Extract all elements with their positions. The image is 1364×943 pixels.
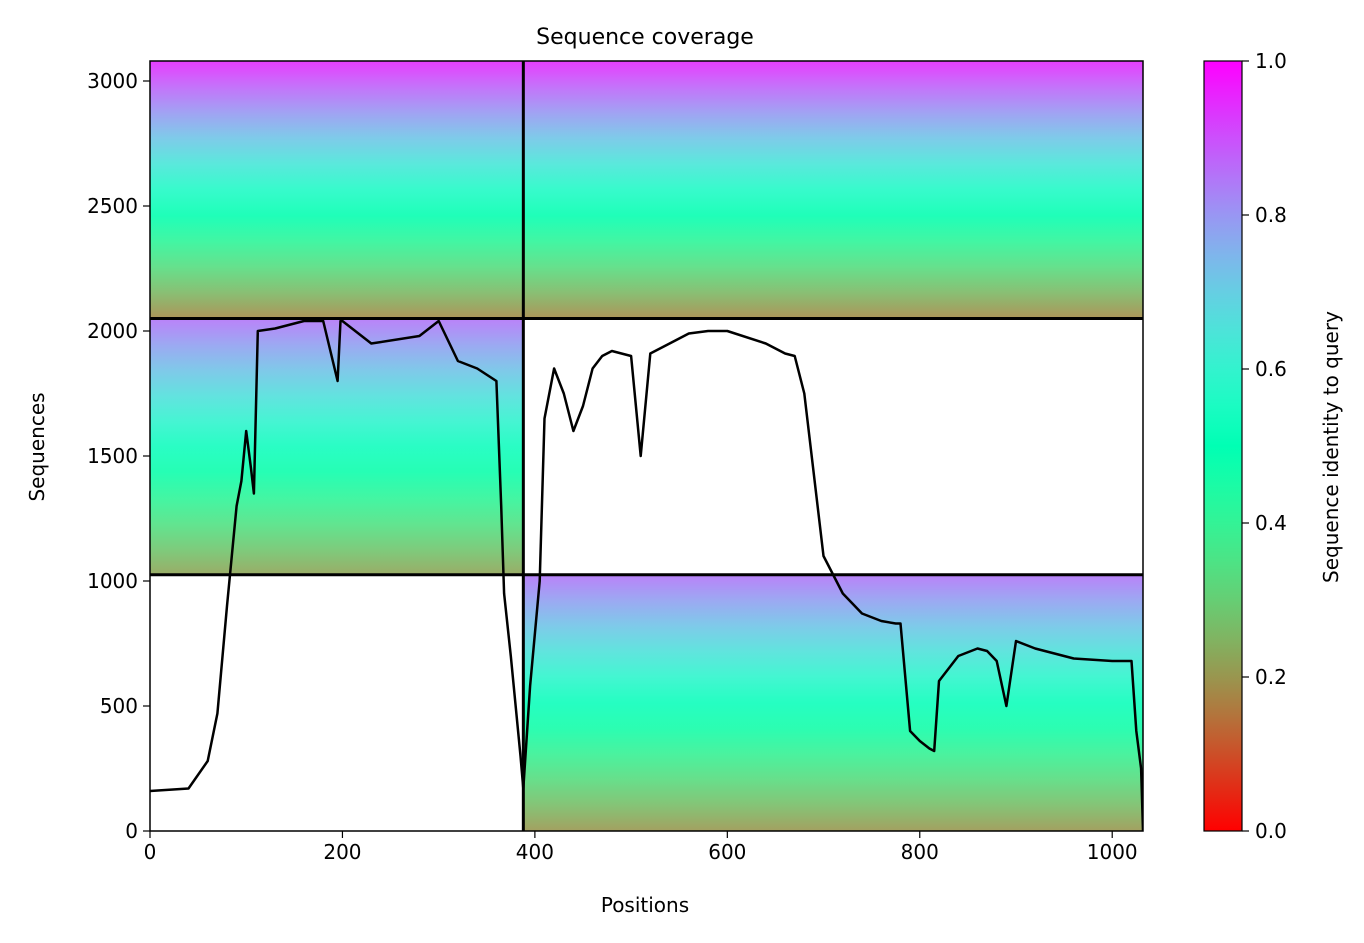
coverage-block	[523, 61, 1143, 319]
axes: 0 200 400 600 800 1000 0 500 1000 1500 2000 2500 300…	[87, 60, 1144, 864]
y-tick-label: 1000	[87, 569, 138, 593]
y-tick-label: 1500	[87, 444, 138, 468]
colorbar-tick-label: 0.8	[1255, 203, 1287, 227]
x-tick-label: 600	[708, 840, 746, 864]
colorbar-tick-label: 0.0	[1255, 819, 1287, 843]
chart-title: Sequence coverage	[536, 25, 754, 50]
x-tick-label: 200	[323, 840, 361, 864]
x-axis-label: Positions	[601, 893, 689, 917]
coverage-block	[150, 61, 524, 319]
x-tick-label: 800	[901, 840, 939, 864]
colorbar-gradient	[1203, 60, 1243, 832]
colorbar: 0.0 0.2 0.4 0.6 0.8 1.0	[1203, 49, 1287, 843]
plot-area	[150, 61, 1143, 831]
axes-frame	[149, 60, 1144, 832]
colorbar-tick-label: 0.2	[1255, 665, 1287, 689]
x-tick-label: 0	[144, 840, 157, 864]
colorbar-tick-label: 1.0	[1255, 49, 1287, 73]
coverage-block	[523, 574, 1143, 831]
y-tick-label: 3000	[87, 69, 138, 93]
y-tick-label: 500	[100, 694, 138, 718]
y-tick-label: 2000	[87, 319, 138, 343]
colorbar-tick-label: 0.4	[1255, 511, 1287, 535]
x-tick-label: 1000	[1087, 840, 1138, 864]
x-tick-label: 400	[516, 840, 554, 864]
y-axis-label: Sequences	[25, 392, 49, 501]
coverage-line	[150, 319, 1143, 831]
colorbar-label: Sequence identity to query	[1319, 311, 1343, 583]
y-tick-label: 2500	[87, 194, 138, 218]
colorbar-tick-label: 0.6	[1255, 357, 1287, 381]
y-tick-label: 0	[125, 819, 138, 843]
coverage-block	[150, 318, 524, 575]
